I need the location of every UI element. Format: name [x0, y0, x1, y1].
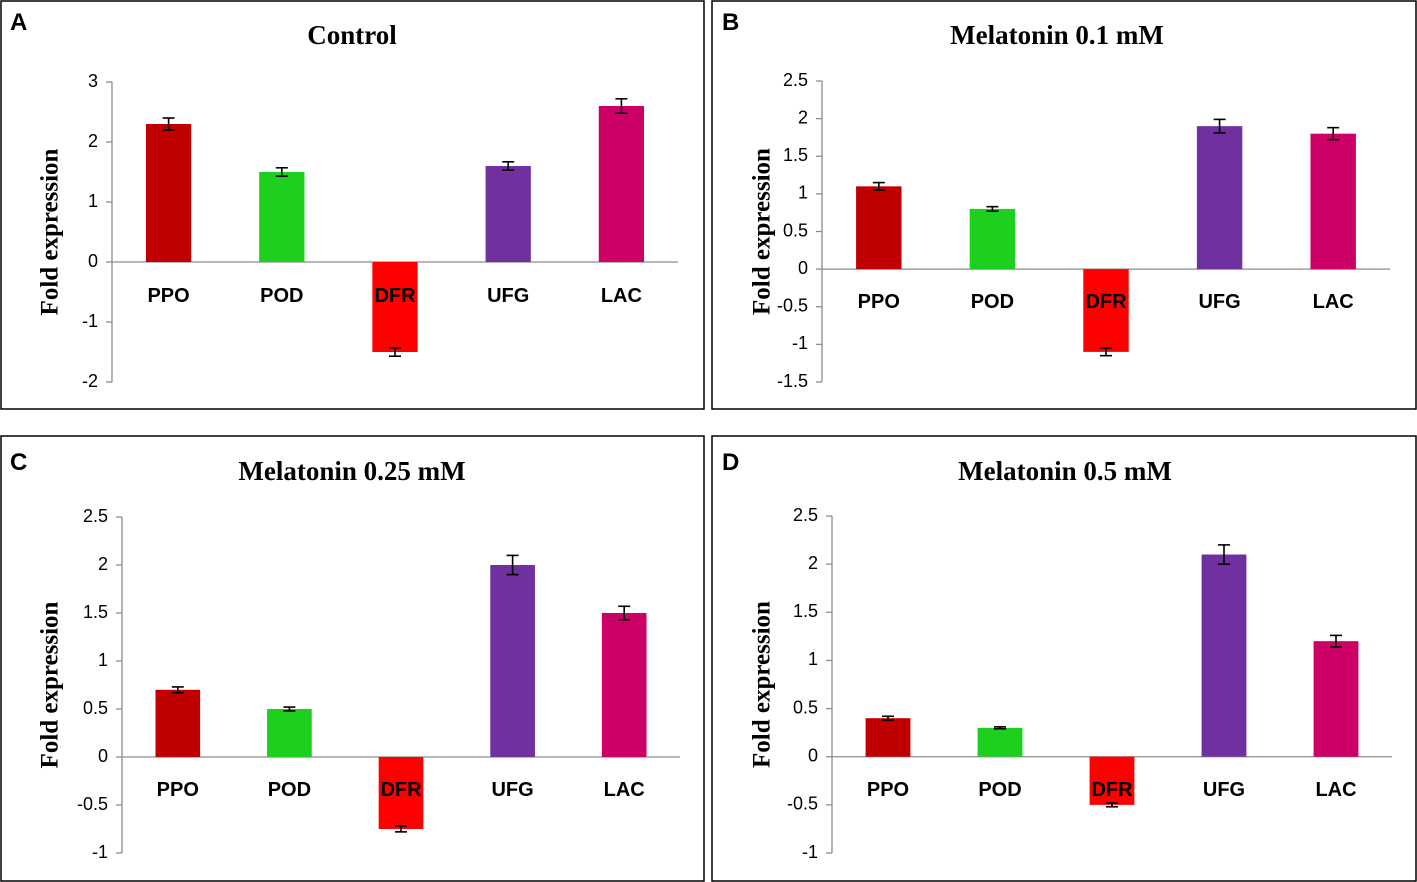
x-tick-label: UFG [1203, 779, 1245, 801]
y-axis-label: Fold expression [37, 601, 64, 768]
x-tick-label: POD [978, 779, 1021, 801]
x-tick-label: PPO [858, 291, 900, 313]
bar-dfr [1089, 756, 1135, 805]
bar-lac [601, 613, 647, 757]
chart-panel-a: A Control Fold expression 3 2 1 0 -1 -2 PPO POD DFR… [0, 0, 705, 410]
panel-border [0, 435, 705, 882]
panel-letter: B [722, 9, 739, 36]
x-tick-label: UFG [487, 285, 529, 307]
bar-pod [977, 727, 1023, 757]
x-tick-label: POD [971, 291, 1014, 313]
y-tick-label: 2.5 [793, 505, 818, 525]
chart-panel-d: D Melatonin 0.5 mM Fold expression 2.5 2 1.5 1… [711, 435, 1417, 882]
bar-ufg [490, 565, 535, 757]
bar-dfr [372, 262, 418, 352]
panel-letter: C [10, 449, 27, 476]
chart-title: Melatonin 0.25 mM [238, 456, 465, 486]
bar-dfr [378, 757, 424, 829]
y-tick-label: 2 [88, 131, 98, 151]
y-tick-label: 0 [798, 258, 808, 278]
bar-dfr [1083, 269, 1129, 352]
x-tick-label: POD [268, 779, 311, 801]
x-tick-label: LAC [601, 285, 642, 307]
y-tick-label: 0.5 [783, 220, 808, 240]
chart-panel-c: C Melatonin 0.25 mM Fold expression 2.5 2 1.5… [0, 435, 705, 882]
bar-ufg [1201, 554, 1247, 757]
y-tick-label: -2 [82, 371, 98, 391]
y-axis-label: Fold expression [749, 601, 776, 768]
panel-border [711, 0, 1417, 410]
y-tick-label: -1 [792, 333, 808, 353]
y-tick-label: -0.5 [777, 296, 808, 316]
y-tick-label: 2 [808, 553, 818, 573]
y-tick-label: -1 [92, 842, 108, 862]
y-tick-label: -1 [802, 842, 818, 862]
x-tick-label: PPO [867, 779, 909, 801]
y-tick-label: 2 [798, 107, 808, 127]
x-tick-label: PPO [147, 285, 189, 307]
y-tick-label: -0.5 [77, 794, 108, 814]
y-tick-label: 1 [798, 183, 808, 203]
bar-lac [598, 106, 645, 262]
chart-title: Melatonin 0.1 mM [950, 20, 1164, 50]
y-tick-label: -1 [82, 311, 98, 331]
bar-ppo [155, 689, 201, 757]
panel-border [711, 435, 1417, 882]
x-tick-label: DFR [1091, 779, 1133, 801]
y-tick-label: 1.5 [83, 602, 108, 622]
y-tick-label: -0.5 [787, 794, 818, 814]
y-tick-label: 1.5 [783, 145, 808, 165]
y-tick-label: 1.5 [793, 601, 818, 621]
y-tick-label: 0 [88, 251, 98, 271]
x-tick-label: POD [260, 285, 303, 307]
y-tick-label: 1 [98, 650, 108, 670]
y-tick-label: 1 [88, 191, 98, 211]
panel-letter: A [10, 9, 27, 36]
x-tick-label: DFR [380, 779, 422, 801]
x-tick-label: UFG [491, 779, 533, 801]
bar-ufg [1196, 126, 1243, 270]
x-tick-label: LAC [604, 779, 645, 801]
bar-pod [259, 172, 305, 262]
y-tick-label: -1.5 [777, 371, 808, 391]
y-axis-label: Fold expression [37, 148, 64, 315]
bar-ufg [485, 166, 531, 262]
x-tick-label: UFG [1198, 291, 1240, 313]
y-tick-label: 2.5 [783, 70, 808, 90]
bar-ppo [856, 186, 902, 270]
bar-pod [267, 709, 312, 757]
chart-title: Control [307, 20, 397, 50]
y-axis-label: Fold expression [749, 148, 776, 315]
y-tick-label: 0 [98, 746, 108, 766]
y-tick-label: 0.5 [83, 698, 108, 718]
panel-letter: D [722, 449, 739, 476]
bar-ppo [145, 124, 192, 262]
x-tick-label: DFR [374, 285, 416, 307]
chart-title: Melatonin 0.5 mM [958, 456, 1172, 486]
panel-border [0, 0, 705, 410]
y-tick-label: 0 [808, 745, 818, 765]
bar-lac [1313, 641, 1359, 757]
y-tick-label: 3 [88, 71, 98, 91]
bar-pod [969, 208, 1016, 270]
y-tick-label: 2 [98, 554, 108, 574]
x-tick-label: LAC [1315, 779, 1356, 801]
x-tick-label: DFR [1085, 291, 1127, 313]
bar-lac [1310, 133, 1356, 270]
y-tick-label: 1 [808, 649, 818, 669]
chart-panel-b: B Melatonin 0.1 mM Fold expression 2.5 2 1.5 1… [711, 0, 1417, 410]
bar-ppo [865, 718, 911, 757]
x-tick-label: PPO [157, 779, 199, 801]
y-tick-label: 0.5 [793, 697, 818, 717]
y-tick-label: 2.5 [83, 506, 108, 526]
x-tick-label: LAC [1313, 291, 1354, 313]
